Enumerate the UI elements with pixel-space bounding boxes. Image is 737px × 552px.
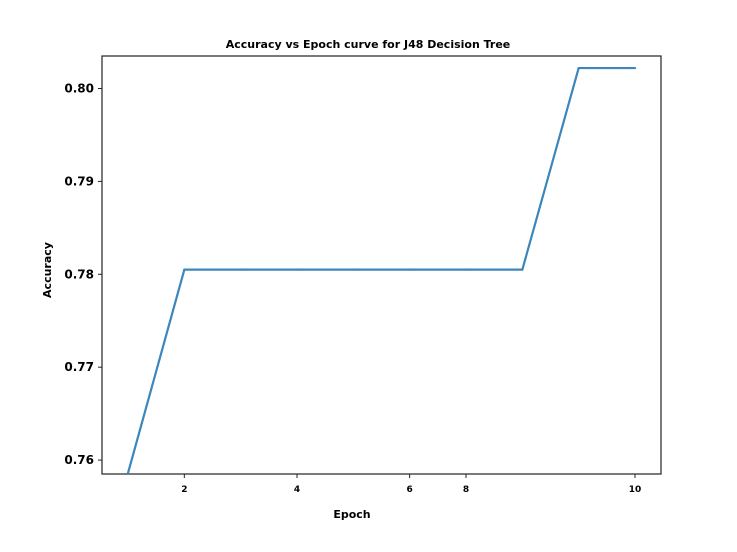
- x-tick-label: 8: [463, 485, 469, 495]
- chart-title: Accuracy vs Epoch curve for J48 Decision…: [226, 38, 511, 51]
- data-point: [352, 268, 355, 271]
- data-point: [464, 268, 468, 271]
- x-tick-label: 10: [629, 485, 642, 495]
- x-axis: 2 4 8 6 10: [181, 474, 641, 495]
- data-point: [633, 66, 637, 70]
- data-point: [521, 268, 524, 271]
- data-point: [295, 268, 299, 271]
- x-axis-label: Epoch: [333, 508, 370, 521]
- y-axis-label: Accuracy: [41, 242, 54, 298]
- data-point: [183, 268, 186, 271]
- y-tick-label: 0.76: [64, 453, 94, 467]
- y-axis: 0.76 0.77 0.78 0.79 0.80: [64, 82, 102, 467]
- series-line-0: [126, 66, 635, 474]
- y-tick-label: 0.78: [64, 267, 94, 281]
- y-tick-label: 0.77: [64, 360, 94, 374]
- plot-area-frame: [101, 55, 662, 475]
- x-tick-label: 6: [407, 485, 413, 495]
- data-point: [577, 66, 580, 70]
- data-point: [126, 471, 130, 475]
- y-tick-label: 0.80: [64, 82, 94, 96]
- data-point: [408, 268, 411, 271]
- data-point: [239, 268, 242, 271]
- x-tick-label: 2: [181, 485, 187, 495]
- series-layer: [126, 66, 637, 475]
- y-tick-label: 0.79: [64, 174, 94, 188]
- x-tick-label: 4: [294, 485, 300, 495]
